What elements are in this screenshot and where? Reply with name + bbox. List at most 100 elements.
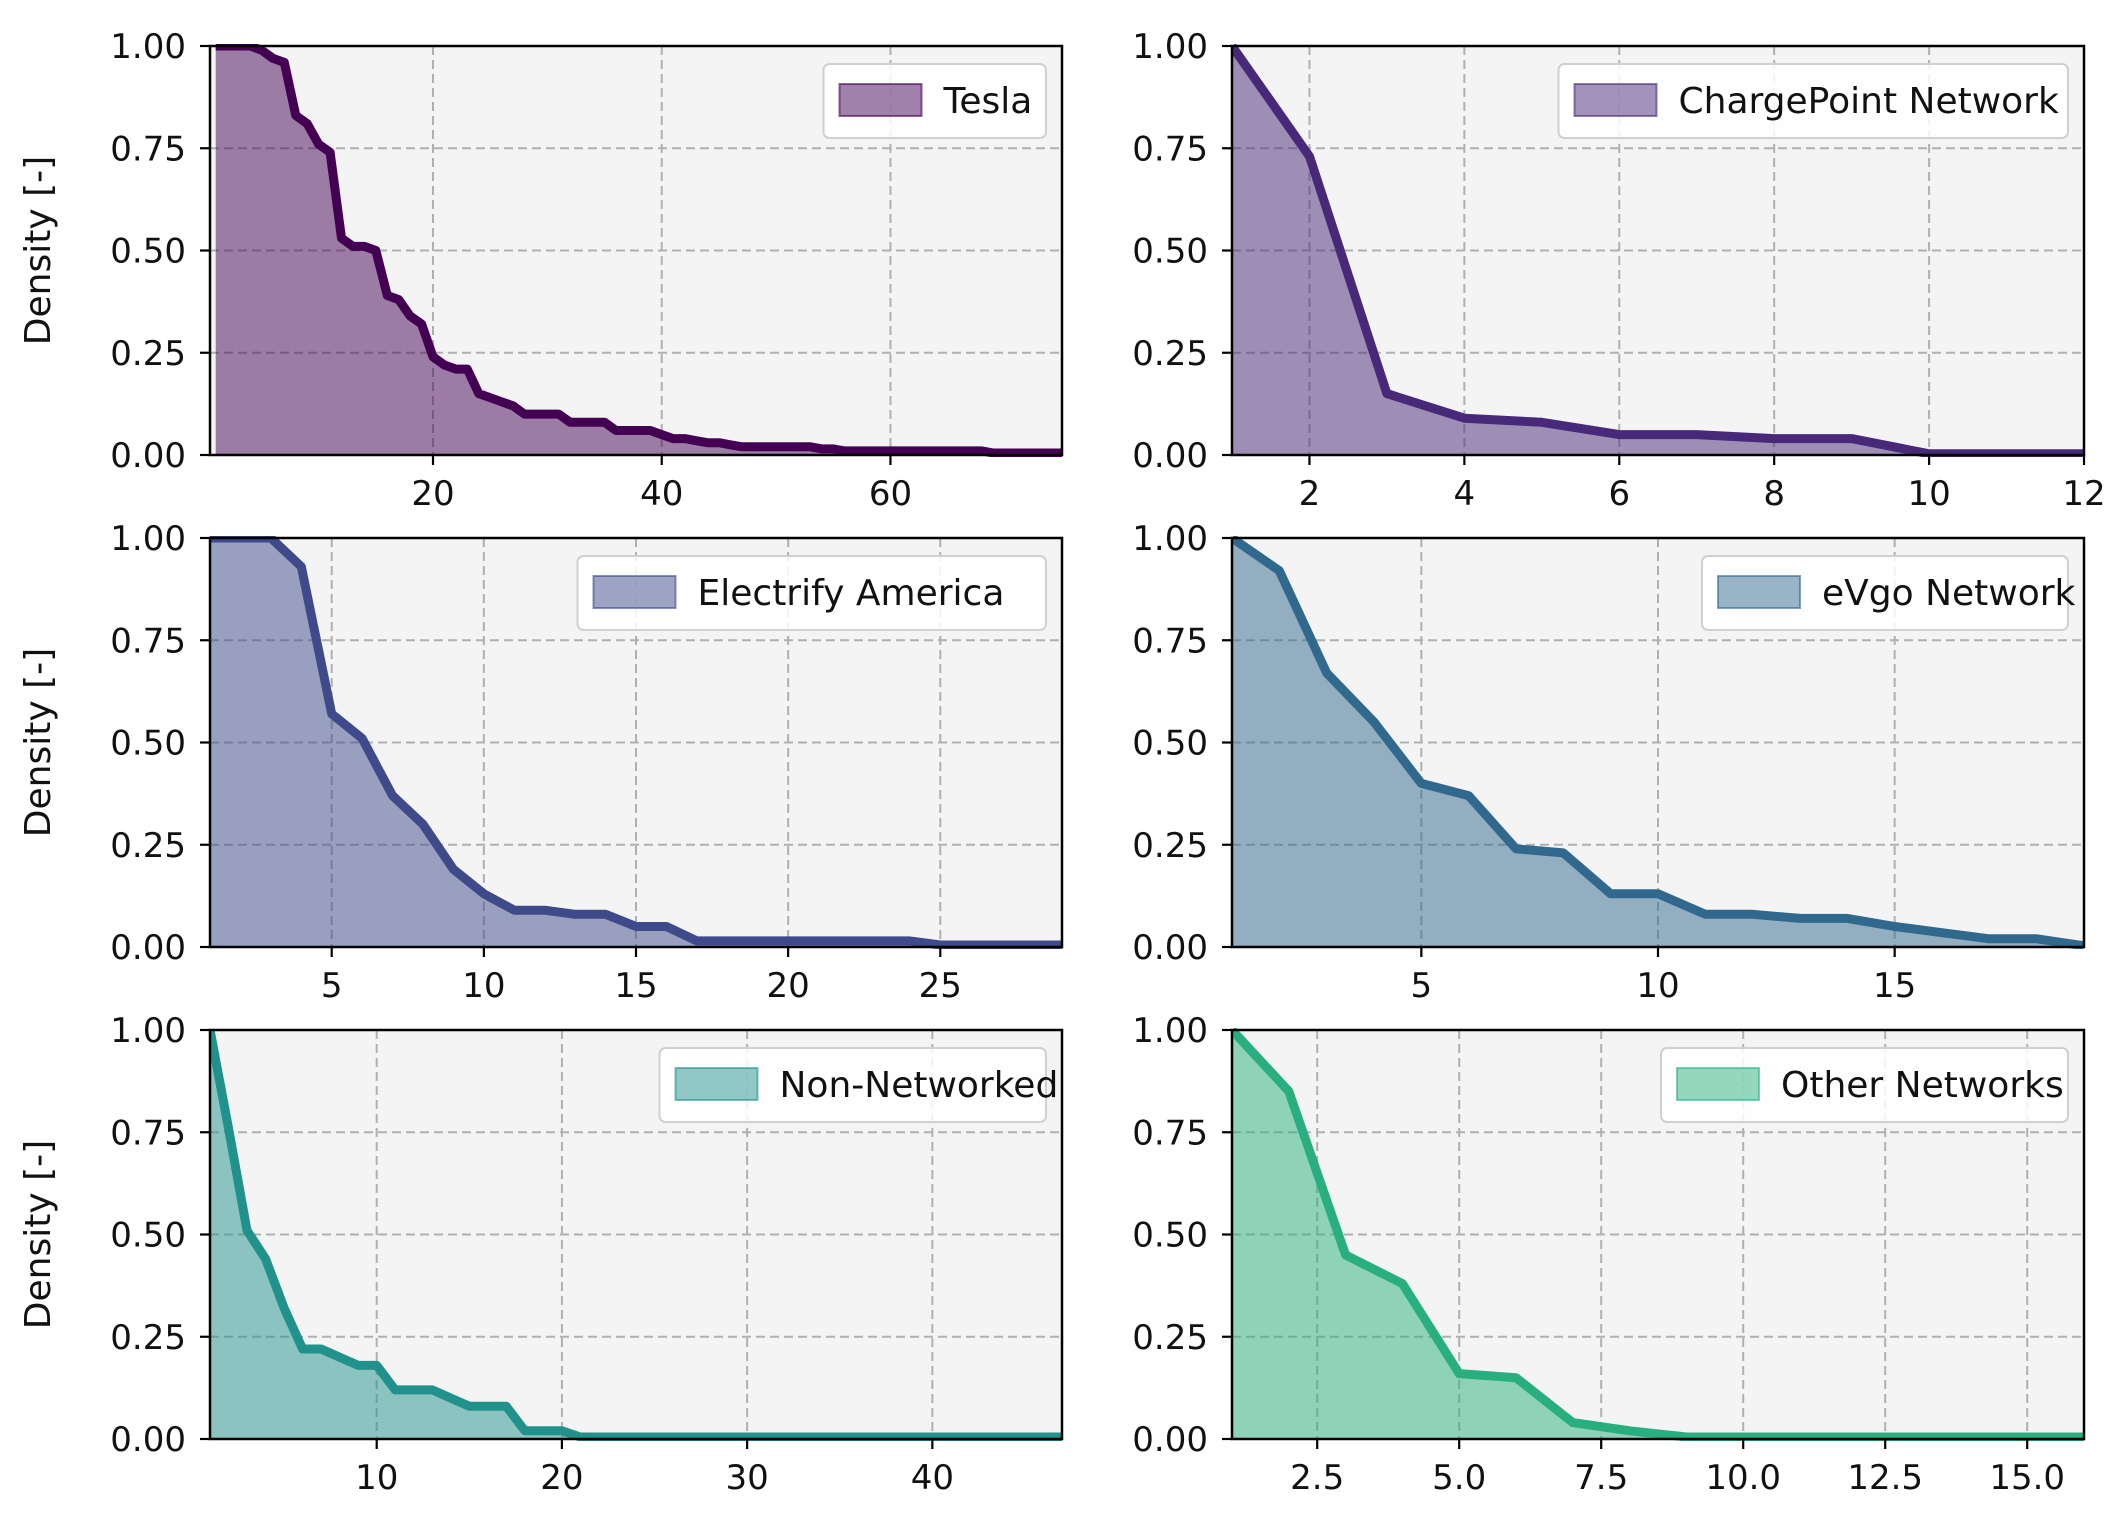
legend: Electrify America: [576, 555, 1047, 631]
x-tick-label: 5: [1411, 966, 1433, 1006]
density-line: [215, 44, 1062, 457]
legend: ChargePoint Network: [1557, 63, 2069, 139]
x-tick-label: 12.5: [1847, 1458, 1923, 1498]
y-tick-label: 0.00: [1132, 1420, 1208, 1460]
y-tick-label: 0.75: [110, 621, 186, 661]
y-tick-label: 0.00: [110, 1420, 186, 1460]
density-area: [1232, 46, 2084, 455]
legend-swatch: [838, 83, 923, 117]
subplot-2: 2 4 6 8 10 12 0.00 0.25 0.50 0.75 1.00 ChargePoint …: [1132, 27, 2105, 514]
y-tick-label: 0.25: [1132, 1318, 1208, 1358]
subplot-6: 2.5 5.0 7.5 10.0 12.5 15.0 0.00 0.25 0.50 0.75 1.0…: [1132, 1011, 2086, 1498]
x-tick-label: 5.0: [1432, 1458, 1486, 1498]
y-tick-label: 0.50: [1132, 1216, 1208, 1256]
x-tick-label: 10: [355, 1458, 398, 1498]
x-tick-label: 30: [725, 1458, 768, 1498]
y-tick-label: 0.25: [110, 334, 186, 374]
density-area: [210, 538, 1062, 947]
y-tick-label: 0.00: [110, 928, 186, 968]
legend: Other Networks: [1660, 1047, 2069, 1123]
y-tick-label: 1.00: [1132, 519, 1208, 559]
subplot-4: 5 10 15 0.00 0.25 0.50 0.75 1.00 eVgo Network: [1132, 519, 2086, 1006]
legend-box: [658, 1047, 1047, 1123]
x-tick-label: 7.5: [1574, 1458, 1628, 1498]
legend: Non-Networked: [658, 1047, 1059, 1123]
x-tick-label: 2: [1299, 474, 1321, 514]
legend-box: [576, 555, 1047, 631]
y-tick-label: 0.50: [110, 232, 186, 272]
y-tick-label: 0.50: [1132, 724, 1208, 764]
legend-swatch: [1717, 575, 1801, 609]
x-tick-label: 15: [1873, 966, 1916, 1006]
density-area: [1232, 538, 2084, 947]
y-tick-label: 0.75: [1132, 129, 1208, 169]
density-line: [1232, 536, 2084, 949]
x-tick-label: 8: [1763, 474, 1785, 514]
y-tick-label: 1.00: [110, 519, 186, 559]
legend-box: [1660, 1047, 2069, 1123]
x-tick-label: 15: [614, 966, 657, 1006]
y-tick-label: 1.00: [110, 27, 186, 67]
legend-swatch: [592, 575, 677, 609]
y-tick-label: 0.75: [110, 1113, 186, 1153]
y-tick-label: 0.50: [1132, 232, 1208, 272]
y-tick-label: 0.75: [1132, 621, 1208, 661]
y-tick-label: 1.00: [1132, 27, 1208, 67]
x-tick-label: 10.0: [1705, 1458, 1781, 1498]
y-tick-label: 0.25: [110, 1318, 186, 1358]
subplot-5: 10 20 30 40 0.00 0.25 0.50 0.75 1.00 Density [-] N…: [18, 1011, 1064, 1498]
y-tick-label: 0.00: [110, 436, 186, 476]
legend-box: [1557, 63, 2069, 139]
legend-swatch: [674, 1067, 759, 1101]
y-tick-label: 0.00: [1132, 436, 1208, 476]
y-tick-label: 0.00: [1132, 928, 1208, 968]
y-tick-label: 1.00: [1132, 1011, 1208, 1051]
x-tick-label: 10: [462, 966, 505, 1006]
subplot-1: 20 40 60 0.00 0.25 0.50 0.75 1.00 Density [-] Tes…: [18, 27, 1064, 514]
legend-label: Non-Networked: [780, 1065, 1059, 1106]
legend-box: [1701, 555, 2069, 631]
legend-box: [822, 63, 1047, 139]
y-tick-label: 1.00: [110, 1011, 186, 1051]
density-line: [1232, 1028, 2084, 1441]
x-tick-label: 20: [767, 966, 810, 1006]
legend-label: eVgo Network: [1822, 573, 2076, 614]
density-area: [1232, 1030, 2084, 1439]
x-tick-label: 15.0: [1989, 1458, 2065, 1498]
y-tick-label: 0.75: [1132, 1113, 1208, 1153]
y-axis-label: Density [-]: [18, 648, 59, 837]
x-tick-label: 10: [1636, 966, 1679, 1006]
x-tick-label: 20: [540, 1458, 583, 1498]
y-axis-label: Density [-]: [18, 156, 59, 345]
x-tick-label: 10: [1907, 474, 1950, 514]
legend-label: ChargePoint Network: [1679, 81, 2059, 122]
y-tick-label: 0.75: [110, 129, 186, 169]
legend-label: Other Networks: [1781, 1065, 2064, 1106]
legend-label: Tesla: [943, 81, 1033, 122]
density-area: [210, 1030, 1062, 1439]
x-tick-label: 60: [869, 474, 912, 514]
x-tick-label: 12: [2062, 474, 2105, 514]
x-tick-label: 40: [911, 1458, 954, 1498]
density-line: [210, 536, 1062, 949]
y-tick-label: 0.25: [1132, 334, 1208, 374]
y-axis-label: Density [-]: [18, 1140, 59, 1329]
legend-label: Electrify America: [698, 573, 1005, 614]
subplot-3: 5 10 15 20 25 0.00 0.25 0.50 0.75 1.00 Density [-]…: [18, 519, 1064, 1006]
x-tick-label: 25: [919, 966, 962, 1006]
legend: Tesla: [822, 63, 1047, 139]
x-tick-label: 5: [321, 966, 343, 1006]
legend: eVgo Network: [1701, 555, 2076, 631]
legend-swatch: [1573, 83, 1658, 117]
x-tick-label: 2.5: [1290, 1458, 1344, 1498]
legend-swatch: [1676, 1067, 1760, 1101]
x-tick-label: 20: [411, 474, 454, 514]
x-tick-label: 6: [1608, 474, 1630, 514]
y-tick-label: 0.25: [1132, 826, 1208, 866]
x-tick-label: 40: [640, 474, 683, 514]
y-tick-label: 0.50: [110, 1216, 186, 1256]
y-tick-label: 0.50: [110, 724, 186, 764]
density-line: [210, 1029, 1062, 1441]
x-tick-label: 4: [1454, 474, 1476, 514]
